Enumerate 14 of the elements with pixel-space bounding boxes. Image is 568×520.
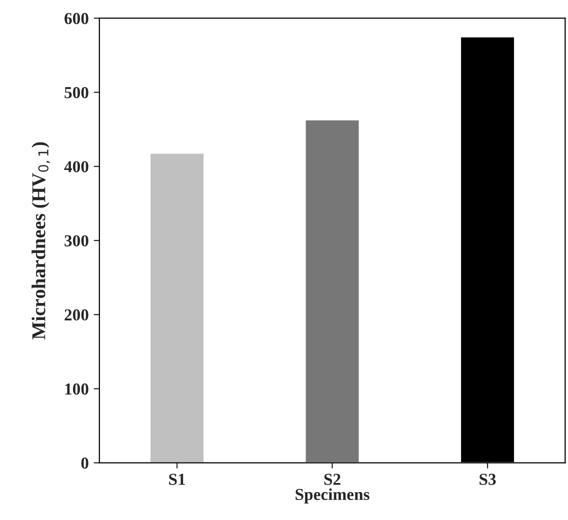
y-tick-label: 300 (64, 235, 88, 246)
y-tick-label: 100 (65, 383, 88, 395)
x-tick-label: S3 (480, 474, 496, 485)
y-axis-title: Microhardnees (HV$_{0,1}$) (32, 142, 50, 340)
bar (304, 119, 360, 463)
x-tick-label: S2 (324, 474, 340, 485)
bar (149, 152, 205, 463)
y-tick-label: 500 (64, 87, 88, 98)
y-tick-label: 600 (64, 12, 88, 24)
y-tick-label: 0 (81, 458, 88, 469)
y-tick-label: 400 (64, 161, 88, 172)
x-tick-label: S1 (169, 474, 185, 485)
y-tick-label: 200 (64, 309, 88, 321)
x-axis-title: Specimens (296, 488, 370, 504)
